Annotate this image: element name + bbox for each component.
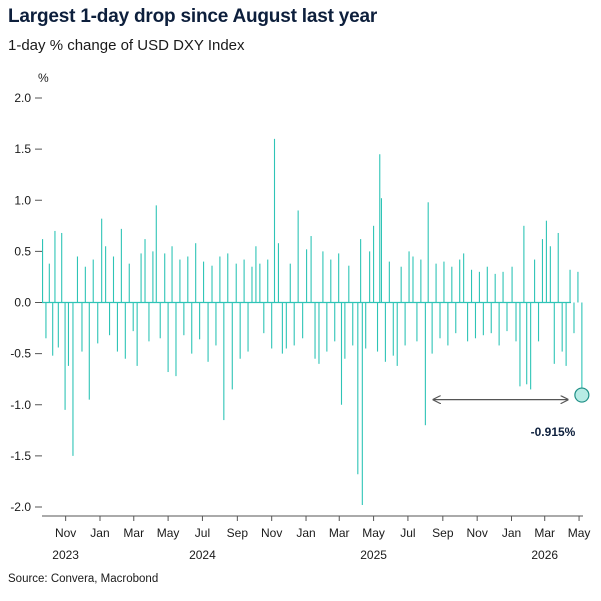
y-tick-label: 2.0 — [14, 91, 31, 105]
x-tick-label: Nov — [55, 526, 76, 540]
x-tick-label: Sep — [227, 526, 249, 540]
latest-point-marker — [574, 387, 590, 403]
x-tick-label: Sep — [432, 526, 454, 540]
x-axis: Nov Jan Mar May Jul Sep Nov Jan Mar May Jul Sep Nov J… — [42, 515, 591, 562]
x-tick-label: Mar — [329, 526, 350, 540]
source-note: Source: Convera, Macrobond — [8, 573, 159, 585]
x-tick-label: Jul — [195, 526, 210, 540]
y-tick-label: -1.5 — [10, 449, 31, 463]
latest-value-label: -0.915% — [531, 425, 576, 439]
y-tick-label: 0.5 — [14, 244, 31, 258]
y-grid-ticks: % 2.0 1.5 1.0 0.5 0.0 -0.5 -1.0 -1.5 -2.0 — [10, 71, 49, 514]
x-year-label: 2024 — [189, 548, 216, 562]
y-tick-label: -2.0 — [10, 500, 31, 514]
chart-title: Largest 1-day drop since August last yea… — [8, 6, 378, 27]
y-tick-label: 0.0 — [14, 296, 31, 310]
x-tick-label: May — [568, 526, 591, 540]
y-axis-unit: % — [38, 71, 49, 85]
x-tick-label: Nov — [466, 526, 487, 540]
y-tick-label: 1.0 — [14, 193, 31, 207]
x-tick-label: Jan — [90, 526, 109, 540]
y-tick-label: 1.5 — [14, 142, 31, 156]
x-tick-label: Mar — [123, 526, 144, 540]
x-year-label: 2023 — [52, 548, 79, 562]
bars-layer — [42, 138, 583, 505]
annotation-layer: -0.915% — [433, 387, 590, 439]
y-tick-label: -1.0 — [10, 398, 31, 412]
chart-subtitle: 1-day % change of USD DXY Index — [8, 37, 245, 54]
x-tick-label: Jan — [296, 526, 315, 540]
x-tick-label: May — [157, 526, 180, 540]
x-tick-label: Jan — [502, 526, 521, 540]
x-year-label: 2025 — [360, 548, 387, 562]
x-tick-label: Nov — [261, 526, 282, 540]
x-year-label: 2026 — [531, 548, 558, 562]
x-tick-label: Jul — [400, 526, 415, 540]
x-tick-label: May — [362, 526, 385, 540]
x-tick-label: Mar — [534, 526, 555, 540]
y-tick-label: -0.5 — [10, 347, 31, 361]
